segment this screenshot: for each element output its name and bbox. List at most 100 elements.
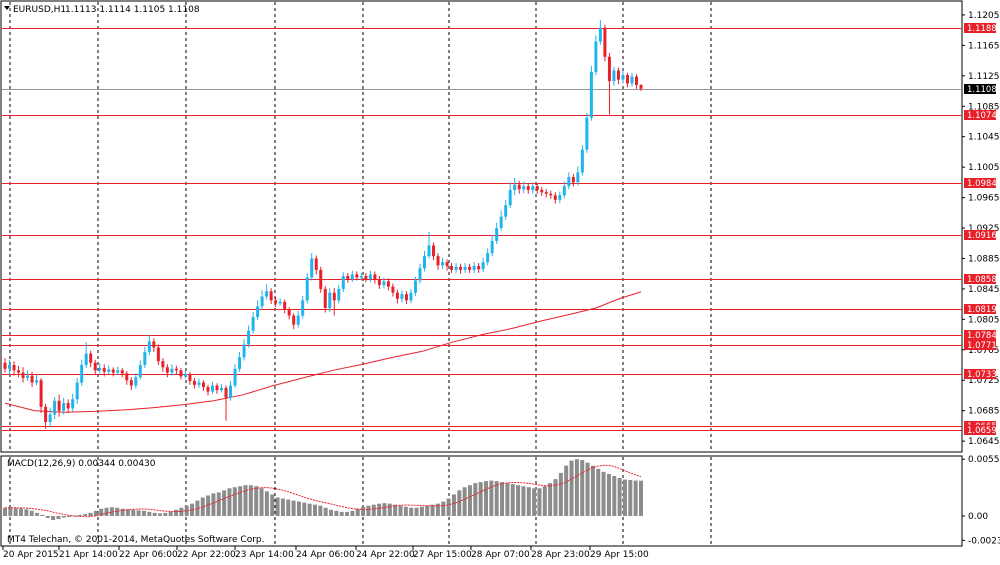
macd-bar — [553, 479, 558, 516]
candle — [404, 291, 408, 305]
candle — [531, 182, 535, 194]
macd-bar — [345, 511, 350, 516]
macd-bar — [617, 478, 622, 516]
level-price-tag: 1.0858 — [964, 274, 997, 285]
level-price-tag: 1.0733 — [964, 369, 997, 380]
macd-bar — [419, 506, 424, 516]
macd-bar — [275, 497, 280, 516]
candle — [580, 145, 584, 176]
candle — [607, 52, 611, 115]
svg-text:1.1074: 1.1074 — [967, 111, 997, 121]
level-price-tag: 1.0771 — [964, 340, 997, 351]
candle — [215, 383, 219, 394]
macd-bar — [387, 503, 392, 516]
svg-text:1.0659: 1.0659 — [967, 426, 997, 436]
candle — [359, 272, 363, 281]
candle — [598, 20, 602, 45]
macd-bar — [532, 488, 537, 516]
macd-bar — [248, 485, 253, 516]
candle — [571, 173, 575, 187]
macd-bar — [409, 507, 414, 516]
macd-bar — [639, 480, 643, 516]
candle — [48, 407, 52, 428]
time-tick-label: 24 Apr 22:00 — [356, 550, 415, 560]
macd-bar — [500, 482, 505, 516]
candle — [409, 288, 413, 304]
candle — [418, 263, 422, 284]
candle — [459, 263, 463, 274]
candle — [62, 397, 66, 415]
candle — [39, 377, 43, 413]
time-tick-label: 27 Apr 15:00 — [413, 550, 472, 560]
svg-text:1.0784: 1.0784 — [967, 331, 997, 341]
time-tick-label: 24 Apr 06:00 — [296, 550, 355, 560]
price-tick-label: 1.0645 — [968, 437, 1000, 447]
candle — [165, 364, 169, 378]
macd-bar — [580, 460, 585, 516]
candle — [26, 370, 30, 381]
macd-bar — [425, 505, 430, 516]
candle — [630, 72, 634, 87]
candle — [251, 311, 255, 334]
candle — [287, 307, 291, 320]
candle — [549, 190, 553, 200]
price-tick-label: 1.1165 — [968, 41, 1000, 51]
symbol-label: EURUSD,H1 — [13, 5, 66, 15]
macd-tick-label: -0.00238 — [968, 536, 1000, 546]
candle — [170, 364, 174, 376]
macd-bar — [596, 468, 601, 516]
macd-bar — [227, 488, 232, 516]
level-price-tag: 1.0819 — [964, 304, 997, 315]
time-tick-label: 21 Apr 14:00 — [59, 550, 118, 560]
candle — [323, 285, 327, 313]
price-panel-frame — [0, 0, 963, 453]
candle — [639, 84, 643, 92]
macd-bar — [264, 491, 269, 516]
macd-bar — [232, 487, 237, 516]
macd-bar — [286, 499, 291, 516]
price-tick-label: 1.1085 — [968, 102, 1000, 112]
macd-bar — [521, 486, 526, 516]
macd-bar — [254, 486, 259, 516]
candle — [490, 235, 494, 257]
candle — [513, 177, 517, 196]
candle — [21, 367, 25, 383]
price-tick-label: 1.0725 — [968, 376, 1000, 386]
candle — [152, 338, 156, 353]
macd-signal-line — [4, 464, 642, 518]
macd-bar — [243, 485, 248, 516]
macd-bar — [585, 462, 590, 516]
macd-bar — [141, 510, 146, 516]
time-tick-label: 28 Apr 07:00 — [471, 550, 530, 560]
time-tick-label: 23 Apr 14:00 — [235, 550, 294, 560]
candle — [278, 298, 282, 306]
macd-bar — [441, 501, 446, 516]
level-price-tag: 1.0784 — [964, 330, 997, 341]
macd-bar — [564, 465, 569, 516]
candle — [432, 242, 436, 260]
time-tick-label: 22 Apr 06:00 — [119, 550, 178, 560]
level-price-tag: 1.1074 — [964, 110, 997, 121]
macd-bar — [393, 504, 398, 516]
candle — [576, 166, 580, 186]
macd-bar — [216, 492, 221, 516]
candle — [589, 65, 593, 121]
candle — [463, 263, 467, 273]
macd-bar — [526, 487, 531, 516]
menu-triangle-icon[interactable] — [4, 6, 10, 10]
candle — [450, 263, 454, 273]
macd-bar — [174, 509, 179, 516]
candle — [156, 344, 160, 366]
macd-bar — [29, 510, 34, 516]
moving-average-line — [4, 291, 642, 413]
candle — [350, 270, 354, 283]
indicator-panel-frame — [0, 455, 963, 547]
candle — [201, 380, 205, 391]
price-tick-label: 1.0965 — [968, 194, 1000, 204]
time-tick-label: 29 Apr 15:00 — [590, 550, 649, 560]
candle — [116, 366, 120, 375]
candle — [472, 262, 476, 273]
macd-bar — [307, 503, 312, 516]
